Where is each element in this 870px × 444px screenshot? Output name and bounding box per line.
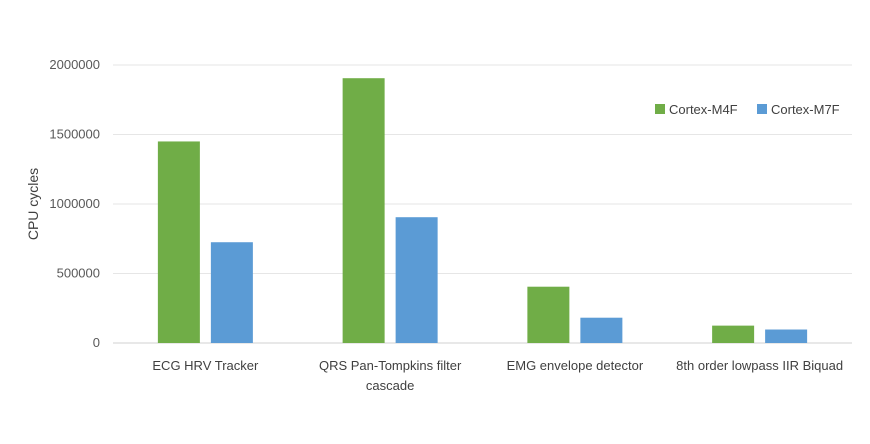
bar-cortex-m4f-3: [712, 325, 755, 343]
category-labels: ECG HRV Tracker QRS Pan-Tompkins filter ca…: [152, 358, 843, 393]
legend-label-cortex-m4f: Cortex-M4F: [669, 102, 738, 117]
y-axis-label: CPU cycles: [25, 168, 41, 240]
bar-cortex-m4f-1: [342, 78, 385, 343]
y-tick-label: 500000: [57, 266, 100, 281]
category-label: cascade: [366, 378, 414, 393]
legend-label-cortex-m7f: Cortex-M7F: [771, 102, 840, 117]
bar-cortex-m7f-2: [580, 317, 623, 343]
category-label: QRS Pan-Tompkins filter: [319, 358, 462, 373]
category-label: 8th order lowpass IIR Biquad: [676, 358, 843, 373]
bar-cortex-m7f-3: [765, 329, 808, 343]
y-tick-label: 0: [93, 335, 100, 350]
category-label: ECG HRV Tracker: [152, 358, 259, 373]
y-tick-label: 2000000: [49, 57, 100, 72]
y-tick-label: 1500000: [49, 127, 100, 142]
legend-swatch-cortex-m4f: [655, 104, 665, 114]
bar-cortex-m7f-1: [395, 217, 438, 343]
y-tick-label: 1000000: [49, 196, 100, 211]
legend: Cortex-M4F Cortex-M7F: [655, 102, 840, 117]
bar-cortex-m7f-0: [210, 242, 253, 343]
legend-swatch-cortex-m7f: [757, 104, 767, 114]
bars: [157, 78, 808, 343]
bar-cortex-m4f-0: [157, 141, 200, 343]
category-label: EMG envelope detector: [507, 358, 644, 373]
y-axis-ticks: 2000000 1500000 1000000 500000 0: [49, 57, 100, 350]
bar-cortex-m4f-2: [527, 286, 570, 343]
